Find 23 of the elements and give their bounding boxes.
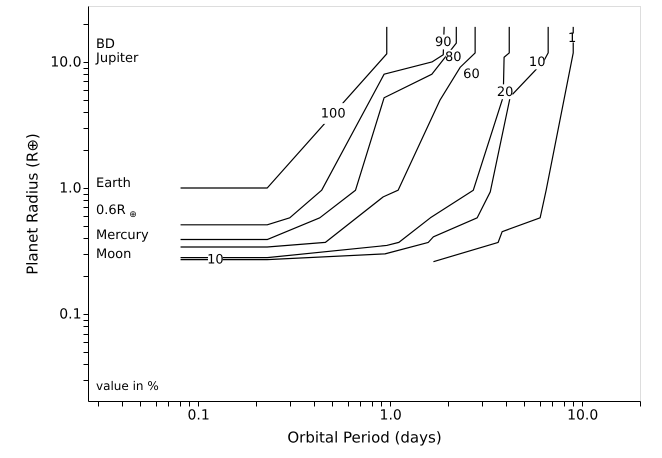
annotation: 80 — [444, 50, 462, 66]
y-tick-label: 10.0 — [50, 54, 82, 70]
annotation: BD — [96, 37, 115, 52]
x-tick-label: 0.1 — [187, 408, 210, 424]
annotation: 10 — [207, 252, 224, 268]
annotation: 90 — [434, 35, 452, 50]
annotation: Earth — [96, 176, 131, 191]
annotation: Moon — [96, 247, 132, 262]
annotation: Mercury — [96, 228, 150, 243]
annotation: 20 — [496, 84, 514, 100]
annotation: 10 — [528, 54, 546, 70]
y-tick-label: 1.0 — [59, 180, 82, 196]
annotation: 60 — [463, 67, 480, 82]
annotation: 0.6R⊕ — [96, 203, 137, 220]
x-tick-label: 10.0 — [567, 408, 598, 424]
annotation: Jupiter — [95, 51, 140, 66]
y-tick-label: 0.1 — [59, 306, 82, 322]
annotation: value in % — [96, 379, 159, 393]
annotation: 100 — [320, 106, 346, 122]
x-tick-label: 1.0 — [380, 408, 402, 424]
y-axis-title: Planet Radius (R⊕) — [23, 133, 42, 275]
x-axis-title: Orbital Period (days) — [287, 428, 442, 446]
annotation: 1 — [568, 30, 576, 46]
